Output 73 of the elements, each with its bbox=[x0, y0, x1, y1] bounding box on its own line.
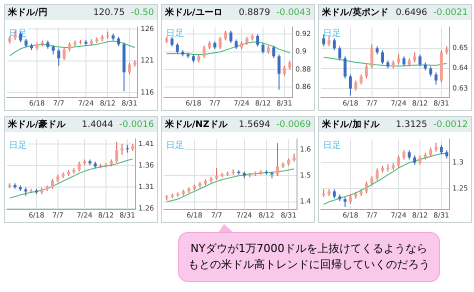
text: -0.0069 bbox=[276, 120, 311, 130]
annotation: 日足 bbox=[166, 28, 184, 40]
candlestick bbox=[224, 30, 228, 41]
candlestick bbox=[397, 154, 400, 168]
candlestick bbox=[215, 167, 218, 180]
text: -0.50 bbox=[130, 8, 154, 18]
candlestick bbox=[128, 62, 131, 75]
candlestick bbox=[418, 154, 422, 166]
candlestick bbox=[117, 36, 120, 47]
chart-title: 米ドル/加ドル bbox=[322, 118, 381, 131]
candlestick bbox=[397, 54, 400, 65]
chart-subtitle: 1.3125 bbox=[396, 120, 428, 130]
candlestick bbox=[170, 36, 174, 48]
candlestick bbox=[348, 74, 352, 96]
candlestick bbox=[354, 80, 358, 92]
candlestick bbox=[413, 52, 416, 63]
candlestick bbox=[120, 143, 124, 156]
text: -0.0012 bbox=[433, 120, 468, 130]
annotation: 日足 bbox=[9, 140, 27, 152]
chart-subtitle: 1.5694 bbox=[238, 120, 270, 130]
candlestick bbox=[365, 64, 368, 79]
candlestick bbox=[229, 30, 232, 44]
candlestick bbox=[344, 196, 347, 208]
chart-subtitle: 0.6496 bbox=[396, 8, 428, 18]
chart-title: 米ドル/ユーロ bbox=[165, 6, 224, 19]
candlestick bbox=[429, 66, 432, 77]
candlestick bbox=[176, 42, 179, 54]
candlestick bbox=[256, 34, 260, 48]
candlestick bbox=[413, 154, 416, 166]
annotation: 日足 bbox=[323, 28, 341, 40]
candlestick bbox=[282, 65, 286, 76]
chart-subtitle: 1.4044 bbox=[82, 120, 114, 130]
candlestick bbox=[272, 45, 276, 58]
candlestick bbox=[218, 36, 222, 50]
text: -0.0021 bbox=[433, 8, 468, 18]
candlestick bbox=[52, 44, 55, 55]
chart-title: 米ドル/円 bbox=[8, 6, 48, 19]
candlestick bbox=[62, 46, 66, 61]
candlestick bbox=[278, 54, 281, 90]
text: -0.0043 bbox=[276, 8, 311, 18]
candlestick bbox=[365, 180, 368, 194]
candlestick bbox=[429, 147, 432, 158]
candlestick bbox=[276, 142, 280, 176]
candlestick bbox=[370, 176, 374, 186]
candlestick bbox=[332, 38, 336, 51]
candlestick bbox=[344, 56, 347, 79]
candlestick bbox=[360, 74, 363, 86]
annotation: 日足 bbox=[323, 140, 341, 152]
candlestick bbox=[408, 150, 411, 160]
chart-title: 米ドル/英ポンド bbox=[322, 6, 390, 19]
text: -0.0016 bbox=[119, 120, 154, 130]
annotation: 日足 bbox=[166, 140, 184, 152]
candlestick bbox=[328, 36, 330, 47]
chart-title: 米ドル/NZドル bbox=[165, 118, 229, 131]
chart-subtitle: 120.75 bbox=[93, 8, 125, 18]
candlestick bbox=[402, 56, 406, 67]
candlestick bbox=[381, 50, 384, 65]
candlestick bbox=[57, 48, 60, 66]
candlestick bbox=[348, 194, 352, 204]
chart-subtitle: 0.8879 bbox=[238, 8, 270, 18]
candlestick bbox=[51, 178, 54, 190]
candlestick bbox=[418, 54, 422, 67]
candlestick bbox=[115, 141, 118, 164]
candlestick bbox=[434, 72, 438, 86]
candlestick bbox=[440, 144, 443, 155]
candlestick bbox=[332, 188, 336, 200]
candlestick bbox=[202, 45, 206, 58]
candlestick bbox=[376, 168, 379, 181]
candlestick bbox=[386, 164, 390, 172]
candlestick bbox=[262, 42, 264, 54]
chart-title: 米ドル/豪ドル bbox=[8, 118, 67, 131]
candlestick bbox=[322, 34, 326, 47]
candlestick bbox=[402, 150, 406, 160]
